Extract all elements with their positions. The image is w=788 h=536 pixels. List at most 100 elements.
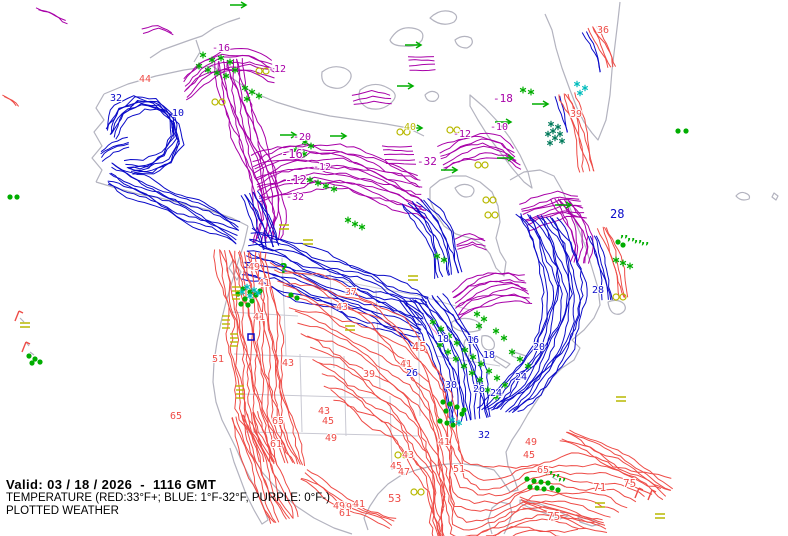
isotherm-path-purple: [454, 233, 484, 240]
coastline-path: [211, 65, 425, 137]
isotherm-path-red: [258, 253, 304, 466]
isotherm-path-purple: [254, 149, 421, 181]
rain-dot-icon: [531, 478, 537, 484]
isotherm-path-red: [569, 429, 673, 490]
snowflake-icon: [558, 138, 566, 144]
snowflake-icon: [475, 323, 483, 329]
isotherm-path-purple: [457, 294, 530, 316]
isotherm-path-red: [567, 93, 594, 172]
contour-label: -32: [417, 155, 437, 168]
contour-label: -16: [281, 147, 303, 161]
question-mark-icon: ?: [280, 262, 288, 277]
isotherm-path-red: [574, 92, 595, 172]
isotherm-path-red: [558, 94, 581, 173]
coastline-path: [363, 169, 601, 531]
isotherm-path-purple: [408, 63, 436, 67]
snowflake-icon: [243, 96, 251, 102]
contour-label: 47: [398, 467, 410, 478]
isotherm-path-blue: [426, 296, 477, 420]
drizzle-icon: ’’: [552, 472, 560, 485]
isotherm-path-purple: [409, 69, 436, 72]
sky-cover-circle-icon: [262, 67, 270, 75]
contour-label: -32: [286, 192, 304, 203]
isotherm-path-red: [294, 310, 620, 523]
state-border-path: [299, 353, 303, 433]
snowflake-icon: [344, 217, 352, 223]
isotherm-path-blue: [432, 297, 488, 418]
isotherm-path-blue: [247, 250, 424, 320]
isotherm-path-purple: [457, 293, 531, 316]
snowflake-icon: [473, 311, 481, 317]
isotherm-path-blue: [593, 235, 612, 300]
snowflake-icon: [524, 363, 532, 369]
isotherm-path-purple: [408, 59, 435, 62]
snowflake-icon: [250, 287, 258, 293]
isotherm-path-blue: [244, 194, 267, 250]
rain-dot-icon: [14, 194, 20, 200]
product-name-line: PLOTTED WEATHER: [6, 505, 119, 517]
isotherm-path-blue: [416, 201, 452, 275]
sky-cover-circle-icon: [394, 451, 402, 459]
isotherm-path-red: [522, 507, 608, 533]
snowflake-icon: [204, 67, 212, 73]
isotherm-path-blue: [420, 199, 460, 274]
drizzle-icon: ’’: [545, 469, 553, 482]
isotherm-path-red: [300, 477, 393, 526]
rain-dot-icon: [247, 289, 253, 295]
contour-label: 16: [467, 335, 479, 346]
state-border-path: [435, 355, 501, 367]
temperature-legend-line: TEMPERATURE (RED:33°F+; BLUE: 1°F-32°F, …: [6, 492, 330, 504]
snowflake-icon: [551, 135, 559, 141]
snowflake-icon: [492, 328, 500, 334]
isotherm-path-purple: [258, 181, 427, 211]
snowflake-icon: [444, 349, 452, 355]
snowflake-icon: [351, 221, 359, 227]
isotherm-path-blue: [411, 201, 449, 276]
isotherm-path-purple: [256, 159, 422, 195]
isotherm-path-blue: [399, 300, 452, 424]
coastline-path: [91, 93, 105, 183]
contour-label: 18: [483, 350, 495, 361]
isotherm-path-blue: [420, 299, 472, 421]
coastline-path: [481, 335, 495, 351]
isotherm-path-purple: [381, 145, 413, 148]
snowflake-icon: [461, 347, 469, 353]
isotherm-path-red: [242, 414, 280, 523]
isotherm-path-red: [587, 27, 609, 68]
contour-label: 71: [593, 481, 606, 494]
isotherm-path-red: [321, 373, 442, 536]
wind-arrow-icon: [416, 124, 424, 132]
contour-label: 32: [478, 430, 490, 441]
sky-cover-circle-icon: [410, 488, 418, 496]
isotherm-path-blue: [107, 180, 237, 241]
isotherm-path-purple: [439, 135, 515, 154]
isotherm-path-purple: [38, 9, 68, 25]
isotherm-path-blue: [431, 295, 482, 419]
isotherm-path-purple: [256, 167, 423, 203]
contour-label: 43: [318, 406, 330, 417]
isotherm-path-purple: [443, 157, 522, 171]
isotherm-path-blue: [100, 136, 128, 153]
wind-barb-icon: [638, 487, 644, 491]
state-border-path: [229, 311, 299, 317]
isotherm-path-blue: [101, 146, 130, 162]
isotherm-path-purple: [141, 25, 172, 34]
isotherm-path-purple: [218, 60, 263, 243]
sky-cover-circle-icon: [403, 128, 411, 136]
isotherm-path-purple: [384, 159, 416, 161]
isotherm-path-red: [219, 250, 265, 463]
isotherm-path-purple: [554, 198, 577, 263]
sky-cover-circle-icon: [401, 451, 409, 459]
snowflake-icon: [485, 368, 493, 374]
isotherm-path-purple: [456, 282, 528, 308]
isotherm-path-purple: [383, 153, 415, 156]
snowflake-icon: [480, 316, 488, 322]
snowflake-icon: [619, 260, 627, 266]
sky-cover-circle-icon: [211, 98, 219, 106]
rain-dot-icon: [461, 407, 467, 413]
isotherm-path-purple: [525, 210, 585, 222]
isotherm-path-purple: [352, 95, 392, 102]
isotherm-path-blue: [423, 199, 459, 274]
sky-cover-circle-icon: [489, 196, 497, 204]
